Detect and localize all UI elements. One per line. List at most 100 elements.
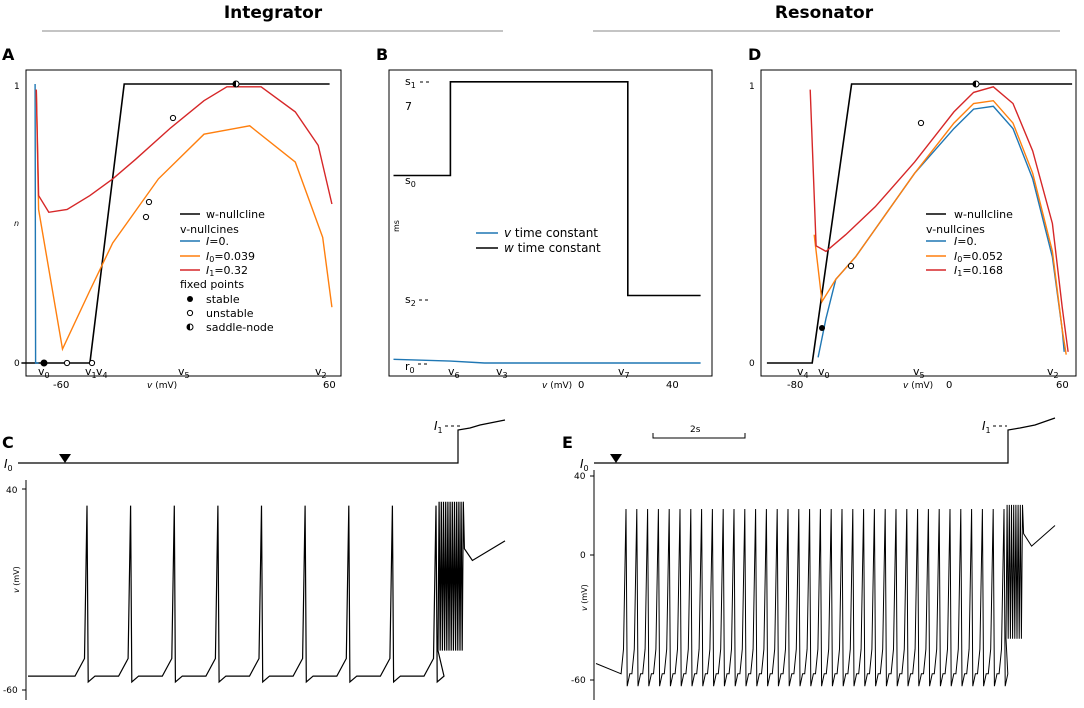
legend-v-tc: v time constant — [504, 226, 598, 240]
legend-v-label: v-nullcines — [180, 223, 239, 236]
panel-a-xtick-60: 60 — [323, 380, 336, 391]
panel-e-scale-bar: 2s — [652, 425, 746, 439]
panel-b-frame — [388, 69, 713, 377]
panel-b-xtick-0: 0 — [578, 380, 584, 391]
panel-b: ms r0 s2 s0 7 s1 v6 v3 v7 v (mV) 0 40 v … — [388, 69, 713, 391]
scale-bar-line — [652, 433, 746, 439]
panel-d-mark-v2: v2 — [1047, 365, 1059, 380]
panel-label-c: C — [2, 433, 14, 452]
panel-label-e: E — [562, 433, 573, 452]
series-w-nullcline — [21, 83, 330, 364]
panel-e-current-trace — [594, 417, 1056, 464]
panel-b-xlabel: v (mV) — [542, 381, 572, 391]
panel-d-xtick-60: 60 — [1056, 380, 1069, 391]
legend-fp-unstable: unstable — [206, 307, 254, 320]
series-i-0- — [34, 83, 39, 364]
legend-i0: I0=0.052 — [954, 250, 1003, 264]
panel-e: I0 I1 2s 40 0 -60 v (mV) — [571, 417, 1056, 700]
panel-d-ytick-0: 0 — [749, 359, 755, 369]
panel-c-ylabel: v (mV) — [12, 566, 21, 593]
panel-label-d: D — [748, 45, 761, 64]
series-w-nullcline — [766, 83, 1073, 364]
panel-d: 0 1 -80 0 60 v (mV) v4 v0 v5 v2 w-nullcl… — [749, 69, 1077, 391]
panel-b-mark-v7: v7 — [618, 365, 630, 380]
panel-d-curves — [766, 83, 1073, 364]
panel-b-xtick-40: 40 — [666, 380, 679, 391]
panel-a-ytick-0: 0 — [14, 359, 20, 369]
panel-d-fixed-point-stable — [819, 325, 825, 331]
panel-label-b: B — [376, 45, 388, 64]
panel-a-mark-v5: v5 — [178, 365, 190, 380]
legend-w-label: w-nullcline — [206, 208, 265, 221]
panel-a: 0 1 n -60 60 v (mV) v0 v1 v4 v5 v2 w-nul… — [14, 69, 342, 391]
panel-e-voltage-trace — [595, 504, 1056, 687]
legend-fp-saddle: saddle-node — [206, 321, 274, 334]
panel-c-current-i0: I0 — [4, 457, 13, 473]
panel-c-voltage-trace — [28, 501, 506, 684]
panel-a-mark-v1: v1 — [85, 365, 97, 380]
panel-label-a: A — [2, 45, 15, 64]
series-i-0-052 — [813, 99, 1067, 355]
series-i-0-32 — [35, 86, 333, 214]
legend-fp-unstable-marker — [186, 309, 194, 317]
series-w-time-constant — [393, 81, 701, 297]
series-i-0-039 — [35, 89, 333, 352]
panel-a-xlabel: v (mV) — [147, 381, 177, 391]
panel-a-curves — [21, 83, 333, 364]
panel-d-fixed-point-saddle — [972, 80, 980, 88]
panel-e-ytick-40: 40 — [574, 472, 586, 482]
panel-d-mark-v0: v0 — [818, 365, 830, 380]
resonator-header: Resonator — [775, 3, 874, 23]
panel-b-ylabel: ms — [392, 220, 401, 232]
panel-d-fixed-point-unstable-1 — [847, 262, 855, 270]
panel-a-fixed-point-unstable-4 — [145, 198, 153, 206]
panel-a-mark-v2: v2 — [315, 365, 327, 380]
legend-fp-saddle-marker — [186, 323, 194, 331]
panel-b-ytick-r0: r0 — [405, 360, 415, 375]
legend-v-label: v-nullcines — [926, 223, 985, 236]
panel-a-xtick-m60: -60 — [53, 380, 69, 391]
panel-a-fixed-point-unstable-2 — [88, 359, 96, 367]
legend-i: I=0. — [954, 235, 977, 248]
legend-w-tc: w time constant — [504, 241, 601, 255]
panel-c-ytick-m60: -60 — [3, 686, 18, 696]
panel-a-ylabel: n — [14, 219, 19, 228]
panel-e-ytick-0: 0 — [580, 551, 586, 561]
panel-d-xlabel: v (mV) — [903, 381, 933, 391]
panel-b-legend: v time constant w time constant — [476, 226, 601, 255]
panel-e-current-i0: I0 — [580, 457, 589, 473]
panel-b-ytick-7: 7 — [405, 100, 412, 113]
panel-d-ytick-1: 1 — [749, 82, 755, 92]
panel-a-mark-v4: v4 — [96, 365, 108, 380]
panel-a-fixed-point-stable — [40, 359, 48, 367]
panel-b-mark-v6: v6 — [448, 365, 460, 380]
legend-i0: I0=0.039 — [206, 250, 255, 264]
panel-c-current-trace — [18, 419, 506, 464]
panel-b-ytick-s0: s0 — [405, 174, 416, 189]
panel-d-xtick-0: 0 — [946, 380, 952, 391]
panel-d-mark-v4: v4 — [797, 365, 809, 380]
legend-i1: I1=0.32 — [206, 264, 248, 278]
panel-e-current-i1: I1 — [982, 419, 991, 435]
scale-bar-label: 2s — [690, 425, 701, 435]
panel-a-fixed-point-unstable-5 — [169, 114, 177, 122]
panel-b-ytick-s2: s2 — [405, 293, 416, 308]
panel-d-fixed-point-unstable-2 — [917, 119, 925, 127]
legend-i1: I1=0.168 — [954, 264, 1003, 278]
panel-e-stimulus-marker — [610, 454, 622, 463]
panel-a-ytick-1: 1 — [14, 82, 20, 92]
panel-b-ytick-s1: s1 — [405, 75, 416, 90]
panel-b-curves — [393, 81, 701, 364]
panel-c: I0 I1 40 -60 v (mV) — [3, 419, 506, 700]
panel-c-stimulus-marker — [59, 454, 71, 463]
panel-e-ytick-m60: -60 — [571, 676, 586, 686]
panel-a-legend: w-nullcline v-nullcines I=0. I0=0.039 I1… — [180, 208, 274, 334]
panel-d-frame — [760, 69, 1077, 377]
panel-c-current-i1: I1 — [434, 419, 443, 435]
panel-d-legend: w-nullcline v-nullcines I=0. I0=0.052 I1… — [926, 208, 1013, 278]
legend-fp-stable: stable — [206, 293, 240, 306]
panel-b-mark-v3: v3 — [496, 365, 508, 380]
panel-c-ytick-40: 40 — [6, 486, 18, 496]
panel-a-frame — [25, 69, 342, 377]
